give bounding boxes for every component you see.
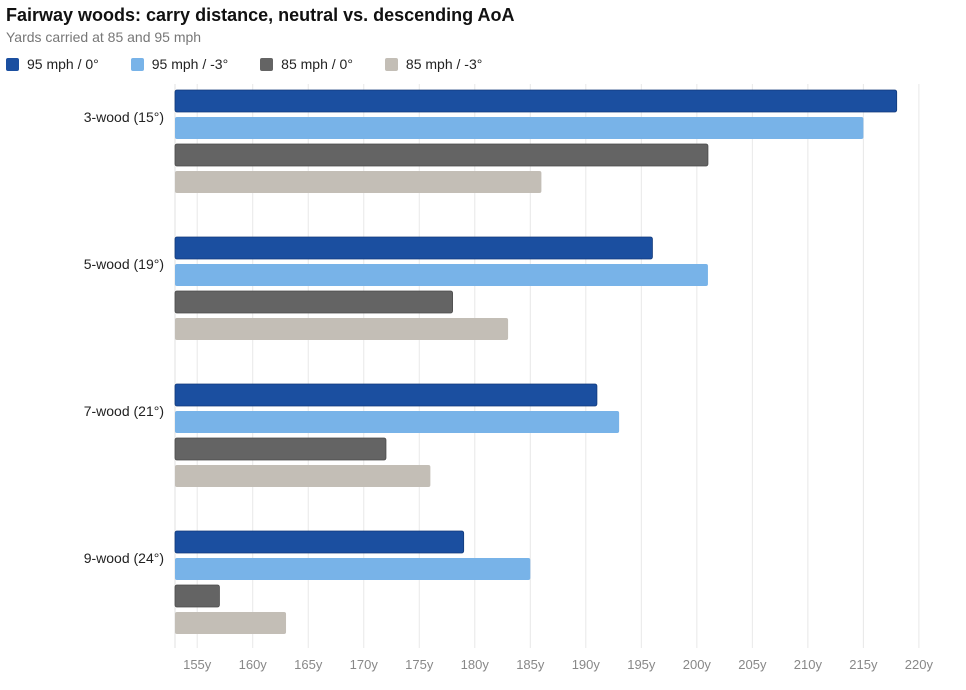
- legend-item[interactable]: 95 mph / 0°: [6, 56, 99, 72]
- x-tick-label: 185y: [516, 657, 545, 672]
- x-tick-label: 180y: [461, 657, 490, 672]
- legend-label: 95 mph / 0°: [27, 56, 99, 72]
- legend-label: 95 mph / -3°: [151, 56, 229, 72]
- chart-title: Fairway woods: carry distance, neutral v…: [6, 5, 515, 25]
- x-tick-label: 195y: [627, 657, 656, 672]
- bar: [175, 558, 531, 580]
- x-tick-label: 200y: [683, 657, 712, 672]
- bar: [174, 584, 220, 608]
- legend-swatch: [6, 57, 19, 71]
- bar: [174, 143, 709, 167]
- bar: [174, 530, 465, 554]
- legend-label: 85 mph / -3°: [405, 56, 483, 72]
- x-tick-label: 205y: [738, 657, 767, 672]
- chart-subtitle: Yards carried at 85 and 95 mph: [6, 29, 202, 45]
- legend: 95 mph / 0° 95 mph / -3° 85 mph / 0° 85 …: [6, 56, 514, 72]
- bar: [174, 437, 387, 461]
- y-tick-label: 9-wood (24°): [84, 550, 164, 566]
- x-tick-label: 220y: [905, 657, 934, 672]
- legend-label: 85 mph / 0°: [281, 56, 353, 72]
- x-tick-label: 175y: [405, 657, 434, 672]
- legend-item[interactable]: 95 mph / -3°: [130, 56, 229, 72]
- y-tick-label: 3-wood (15°): [84, 109, 164, 125]
- bar: [174, 290, 453, 314]
- bar: [175, 264, 708, 286]
- bar: [174, 236, 653, 260]
- x-tick-label: 165y: [294, 657, 323, 672]
- x-tick-label: 190y: [572, 657, 601, 672]
- legend-item[interactable]: 85 mph / 0°: [260, 56, 353, 72]
- bar: [174, 383, 598, 407]
- y-tick-label: 7-wood (21°): [84, 403, 164, 419]
- x-tick-label: 170y: [350, 657, 379, 672]
- y-tick-label: 5-wood (19°): [84, 256, 164, 272]
- x-tick-label: 210y: [794, 657, 823, 672]
- legend-swatch: [384, 57, 398, 71]
- bar: [175, 117, 864, 139]
- legend-swatch: [260, 57, 274, 71]
- bar: [175, 171, 542, 193]
- x-tick-label: 215y: [849, 657, 878, 672]
- legend-swatch: [130, 57, 144, 71]
- bar: [175, 318, 509, 340]
- bar: [174, 89, 898, 113]
- legend-item[interactable]: 85 mph / -3°: [384, 56, 483, 72]
- x-tick-label: 160y: [239, 657, 268, 672]
- bar: [175, 612, 287, 634]
- x-tick-label: 155y: [183, 657, 212, 672]
- bar: [175, 465, 431, 487]
- bar: [175, 411, 620, 433]
